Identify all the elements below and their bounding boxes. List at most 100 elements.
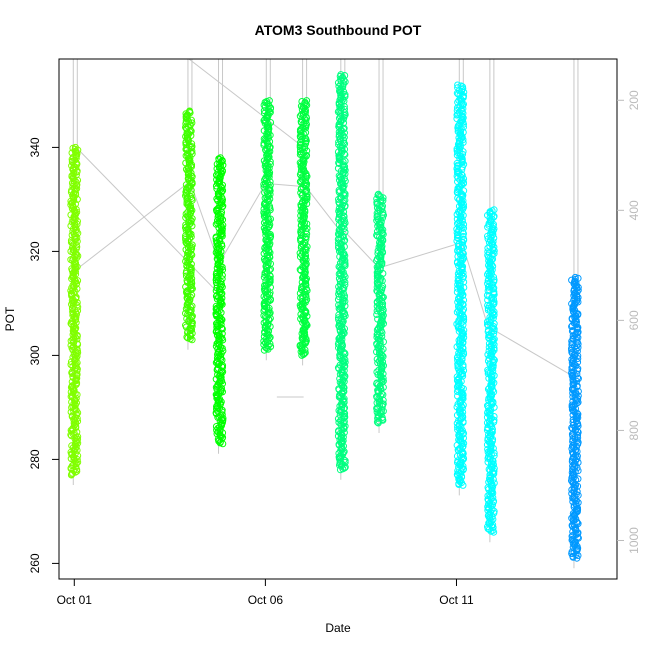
data-point <box>213 382 221 390</box>
trace-line <box>75 183 188 270</box>
data-point <box>212 287 220 295</box>
data-point <box>459 250 467 258</box>
y2-tick-label: 200 <box>627 90 641 110</box>
data-point <box>574 530 582 538</box>
data-point <box>218 290 226 297</box>
y-tick-label: 340 <box>28 137 42 157</box>
data-point <box>573 554 581 562</box>
data-point <box>213 426 221 434</box>
data-point <box>218 203 226 211</box>
data-point <box>341 302 349 310</box>
data-point <box>266 309 274 317</box>
cast-7 <box>373 190 387 427</box>
data-point <box>457 214 464 222</box>
data-point <box>68 370 76 378</box>
cast-8 <box>453 81 468 489</box>
data-point <box>188 302 196 310</box>
x-tick-label: Oct 01 <box>57 593 93 607</box>
data-point <box>336 466 344 474</box>
data-point <box>260 346 268 354</box>
data-point <box>73 456 81 463</box>
data-point <box>341 228 349 236</box>
data-point <box>489 399 497 407</box>
data-point <box>374 419 382 427</box>
plot-frame <box>58 58 618 580</box>
cast-4 <box>260 97 275 354</box>
y-tick-label: 300 <box>28 345 42 365</box>
data-point <box>260 101 268 109</box>
data-point <box>262 199 269 207</box>
cast-3 <box>212 154 227 448</box>
data-point <box>460 439 468 447</box>
x-tick-label: Oct 11 <box>439 593 474 607</box>
data-point <box>212 234 220 242</box>
plot-area <box>67 59 582 569</box>
data-point <box>260 180 268 188</box>
data-point <box>69 469 77 477</box>
data-point <box>460 201 467 208</box>
data-point <box>67 471 75 479</box>
data-point <box>459 481 467 489</box>
data-point <box>188 147 196 155</box>
data-point <box>188 336 196 344</box>
data-point <box>71 232 79 240</box>
data-point <box>453 388 461 395</box>
trace-line <box>343 230 379 268</box>
data-point <box>379 396 387 404</box>
data-point <box>214 205 222 213</box>
data-point <box>219 440 227 448</box>
cast-6 <box>334 71 349 474</box>
data-point <box>489 498 497 506</box>
data-point <box>335 407 343 415</box>
cast-5 <box>296 97 311 359</box>
x-axis-label: Date <box>325 621 351 635</box>
data-point <box>67 431 75 439</box>
cast-10 <box>568 273 582 562</box>
data-point <box>379 194 387 202</box>
data-point <box>186 270 194 278</box>
data-point <box>217 228 225 236</box>
data-point <box>373 355 381 363</box>
y-axis-label: POT <box>3 306 17 331</box>
data-point <box>454 423 461 431</box>
data-point <box>302 172 310 179</box>
cast-1 <box>67 143 82 479</box>
data-point <box>484 296 492 304</box>
data-point <box>459 136 467 144</box>
data-point <box>574 344 582 352</box>
data-point <box>296 249 304 257</box>
data-point <box>265 334 273 342</box>
data-point <box>456 312 464 320</box>
y2-tick-label: 800 <box>627 420 641 440</box>
trace-line <box>221 183 266 260</box>
trace-line <box>305 186 341 231</box>
data-point <box>569 381 577 389</box>
data-point <box>338 435 346 443</box>
data-point <box>454 324 462 332</box>
axes: 260 280 300 320 340 Oct 01 Oct 06 Oct 11 200 400 6… <box>28 90 641 607</box>
data-point <box>184 171 192 179</box>
trace-line <box>269 183 302 187</box>
trace-line <box>75 147 224 299</box>
data-point <box>264 345 272 353</box>
y-tick-label: 280 <box>28 449 42 469</box>
cast-2 <box>182 107 196 344</box>
y2-tick-label: 1000 <box>627 527 641 554</box>
data-point <box>379 214 387 222</box>
data-point <box>489 524 497 532</box>
data-point <box>214 319 222 327</box>
trace-line <box>190 183 218 260</box>
data-point <box>457 210 465 218</box>
data-point <box>335 311 343 319</box>
trace-line <box>492 328 574 377</box>
data-point <box>573 397 581 404</box>
trace-line <box>381 243 459 268</box>
data-point <box>483 318 491 326</box>
data-point <box>488 513 496 521</box>
data-point <box>299 164 307 172</box>
data-point <box>69 239 76 247</box>
data-point <box>453 107 461 114</box>
x-tick-label: Oct 06 <box>248 593 284 607</box>
